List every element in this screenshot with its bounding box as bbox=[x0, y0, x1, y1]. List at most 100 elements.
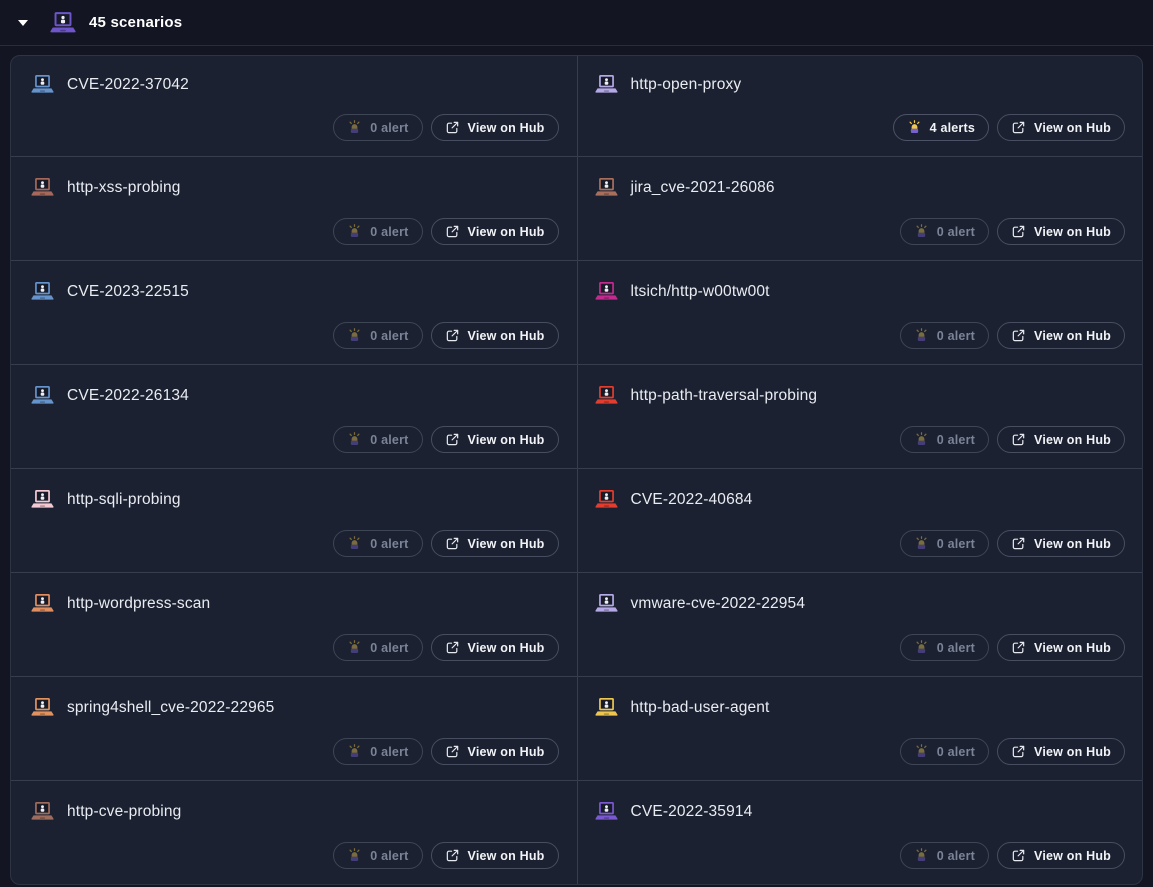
scenario-actions: 0 alert View on Hub bbox=[899, 738, 1125, 765]
alert-count-button[interactable]: 4 alerts bbox=[892, 114, 990, 141]
scenario-actions: 0 alert View on Hub bbox=[333, 218, 559, 245]
view-on-hub-label: View on Hub bbox=[1034, 328, 1111, 343]
alert-count-label: 4 alerts bbox=[929, 120, 976, 135]
alert-count-label: 0 alert bbox=[936, 536, 976, 551]
scenario-head: http-open-proxy bbox=[594, 75, 1126, 94]
external-link-icon bbox=[1012, 537, 1025, 550]
view-on-hub-label: View on Hub bbox=[1034, 744, 1111, 759]
external-link-icon bbox=[1012, 745, 1025, 758]
alert-count-label: 0 alert bbox=[936, 744, 976, 759]
scenario-name: http-bad-user-agent bbox=[630, 698, 770, 716]
alert-count-button[interactable]: 0 alert bbox=[899, 634, 990, 661]
alert-count-button[interactable]: 0 alert bbox=[899, 218, 990, 245]
view-on-hub-button[interactable]: View on Hub bbox=[997, 426, 1125, 453]
alert-count-button[interactable]: 0 alert bbox=[333, 114, 423, 141]
scenario-card: CVE-2022-40684 0 alert bbox=[576, 468, 1142, 572]
scenario-actions: 0 alert View on Hub bbox=[899, 530, 1125, 557]
scenario-card: CVE-2022-26134 0 alert bbox=[11, 364, 577, 468]
laptop-icon bbox=[31, 698, 54, 716]
alert-count-button[interactable]: 0 alert bbox=[899, 738, 990, 765]
view-on-hub-label: View on Hub bbox=[1034, 224, 1111, 239]
scenario-card: http-bad-user-agent 0 alert bbox=[576, 676, 1142, 780]
laptop-icon bbox=[594, 178, 618, 196]
alert-count-button[interactable]: 0 alert bbox=[899, 322, 990, 349]
siren-icon bbox=[916, 432, 927, 446]
alert-count-label: 0 alert bbox=[370, 848, 409, 863]
alert-count-button[interactable]: 0 alert bbox=[333, 322, 423, 349]
scenario-card: http-xss-probing 0 alert bbox=[11, 156, 577, 260]
view-on-hub-button[interactable]: View on Hub bbox=[997, 842, 1125, 869]
scenario-card: CVE-2022-37042 0 alert bbox=[11, 56, 577, 156]
view-on-hub-button[interactable]: View on Hub bbox=[430, 738, 559, 765]
scenario-card: http-open-proxy 4 alerts bbox=[576, 56, 1143, 156]
siren-icon bbox=[349, 848, 360, 862]
view-on-hub-button[interactable]: View on Hub bbox=[997, 530, 1125, 557]
scenario-head: http-path-traversal-probing bbox=[594, 386, 1126, 405]
view-on-hub-label: View on Hub bbox=[467, 848, 545, 863]
scenario-name: ltsich/http-w00tw00t bbox=[630, 282, 770, 300]
view-on-hub-label: View on Hub bbox=[1034, 536, 1111, 551]
scenario-head: CVE-2022-40684 bbox=[594, 490, 1126, 509]
view-on-hub-label: View on Hub bbox=[1034, 640, 1111, 655]
view-on-hub-label: View on Hub bbox=[467, 640, 545, 655]
view-on-hub-button[interactable]: View on Hub bbox=[997, 738, 1125, 765]
view-on-hub-button[interactable]: View on Hub bbox=[430, 634, 559, 661]
external-link-icon bbox=[446, 641, 458, 654]
view-on-hub-label: View on Hub bbox=[1034, 848, 1111, 863]
view-on-hub-button[interactable]: View on Hub bbox=[430, 842, 559, 869]
scenario-name: jira_cve-2021-26086 bbox=[630, 178, 775, 196]
alert-count-label: 0 alert bbox=[936, 848, 976, 863]
alert-count-button[interactable]: 0 alert bbox=[333, 738, 423, 765]
external-link-icon bbox=[1012, 329, 1025, 342]
view-on-hub-button[interactable]: View on Hub bbox=[997, 114, 1125, 141]
laptop-icon bbox=[594, 594, 618, 612]
external-link-icon bbox=[1012, 225, 1025, 238]
scenario-actions: 4 alerts View on Hub bbox=[892, 114, 1125, 141]
scenario-card: http-wordpress-scan 0 alert bbox=[11, 572, 577, 676]
alert-count-button[interactable]: 0 alert bbox=[333, 634, 423, 661]
view-on-hub-button[interactable]: View on Hub bbox=[997, 218, 1125, 245]
alert-count-button[interactable]: 0 alert bbox=[899, 842, 990, 869]
external-link-icon bbox=[1012, 433, 1025, 446]
collapse-caret-icon[interactable] bbox=[18, 19, 28, 26]
scenario-card: CVE-2022-35914 0 alert bbox=[576, 780, 1142, 884]
view-on-hub-label: View on Hub bbox=[1034, 120, 1111, 135]
laptop-icon bbox=[594, 75, 618, 93]
external-link-icon bbox=[446, 745, 458, 758]
siren-icon bbox=[909, 120, 920, 134]
view-on-hub-label: View on Hub bbox=[467, 432, 545, 447]
alert-count-label: 0 alert bbox=[936, 328, 976, 343]
siren-icon bbox=[349, 224, 360, 238]
alert-count-button[interactable]: 0 alert bbox=[333, 426, 423, 453]
view-on-hub-button[interactable]: View on Hub bbox=[997, 634, 1125, 661]
scenario-name: CVE-2022-37042 bbox=[67, 75, 189, 93]
alert-count-button[interactable]: 0 alert bbox=[333, 530, 423, 557]
scenario-head: http-bad-user-agent bbox=[594, 698, 1126, 717]
view-on-hub-button[interactable]: View on Hub bbox=[430, 530, 559, 557]
siren-icon bbox=[916, 328, 927, 342]
alert-count-button[interactable]: 0 alert bbox=[333, 218, 423, 245]
view-on-hub-button[interactable]: View on Hub bbox=[430, 322, 559, 349]
view-on-hub-button[interactable]: View on Hub bbox=[430, 114, 559, 141]
view-on-hub-button[interactable]: View on Hub bbox=[430, 218, 559, 245]
siren-icon bbox=[349, 640, 360, 654]
external-link-icon bbox=[1012, 121, 1025, 134]
scenario-head: http-sqli-probing bbox=[31, 490, 559, 509]
scenario-name: CVE-2022-35914 bbox=[630, 802, 753, 820]
alert-count-button[interactable]: 0 alert bbox=[899, 530, 990, 557]
alert-count-button[interactable]: 0 alert bbox=[333, 842, 423, 869]
view-on-hub-button[interactable]: View on Hub bbox=[997, 322, 1125, 349]
scenario-actions: 0 alert View on Hub bbox=[899, 426, 1125, 453]
external-link-icon bbox=[446, 849, 458, 862]
view-on-hub-label: View on Hub bbox=[467, 744, 545, 759]
scenario-actions: 0 alert View on Hub bbox=[899, 842, 1125, 869]
laptop-icon bbox=[594, 282, 618, 300]
scenario-name: http-open-proxy bbox=[630, 75, 742, 93]
scenario-card: jira_cve-2021-26086 0 alert bbox=[576, 156, 1142, 260]
alert-count-button[interactable]: 0 alert bbox=[899, 426, 990, 453]
view-on-hub-button[interactable]: View on Hub bbox=[430, 426, 559, 453]
scenario-actions: 0 alert View on Hub bbox=[333, 634, 559, 661]
external-link-icon bbox=[446, 329, 458, 342]
view-on-hub-label: View on Hub bbox=[467, 328, 545, 343]
siren-icon bbox=[916, 744, 927, 758]
